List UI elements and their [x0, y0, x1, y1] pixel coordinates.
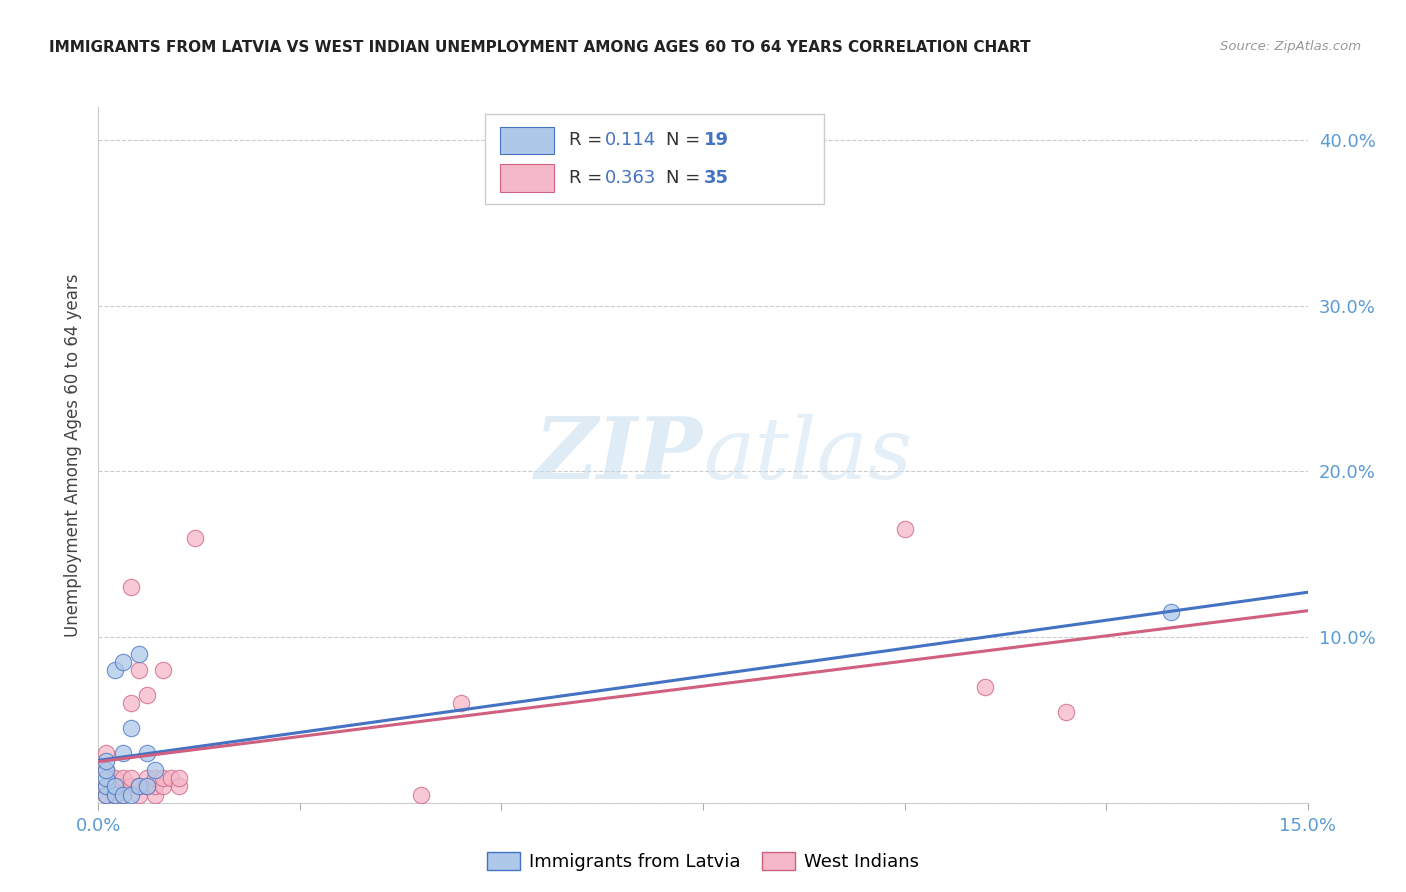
Point	[120, 721, 142, 735]
Text: 35: 35	[704, 169, 730, 187]
Point	[184, 531, 207, 545]
Point	[167, 779, 190, 793]
Point	[135, 688, 157, 702]
Point	[135, 779, 157, 793]
Text: 0.363: 0.363	[605, 169, 657, 187]
Point	[152, 779, 174, 793]
Point	[96, 763, 118, 777]
Point	[120, 788, 142, 802]
Y-axis label: Unemployment Among Ages 60 to 64 years: Unemployment Among Ages 60 to 64 years	[63, 273, 82, 637]
Point	[135, 771, 157, 785]
Text: N =: N =	[665, 169, 706, 187]
Point	[111, 788, 134, 802]
Point	[103, 788, 125, 802]
Point	[128, 788, 150, 802]
Point	[143, 771, 166, 785]
Point	[103, 779, 125, 793]
Point	[120, 581, 142, 595]
Point	[120, 771, 142, 785]
Point	[160, 771, 183, 785]
Point	[96, 779, 118, 793]
FancyBboxPatch shape	[501, 164, 554, 192]
Point	[128, 779, 150, 793]
Point	[111, 655, 134, 669]
Text: 19: 19	[704, 131, 730, 150]
Legend: Immigrants from Latvia, West Indians: Immigrants from Latvia, West Indians	[481, 845, 925, 879]
Point	[96, 788, 118, 802]
Point	[1054, 705, 1077, 719]
Point	[135, 779, 157, 793]
Point	[135, 746, 157, 760]
Point	[96, 779, 118, 793]
Point	[167, 771, 190, 785]
Point	[120, 779, 142, 793]
Point	[128, 663, 150, 677]
FancyBboxPatch shape	[501, 127, 554, 154]
Point	[893, 523, 915, 537]
Point	[152, 771, 174, 785]
Point	[120, 697, 142, 711]
Text: R =: R =	[569, 169, 607, 187]
Point	[143, 763, 166, 777]
FancyBboxPatch shape	[485, 114, 824, 204]
Text: N =: N =	[665, 131, 706, 150]
Point	[103, 779, 125, 793]
Point	[96, 755, 118, 769]
Point	[974, 680, 997, 694]
Text: atlas: atlas	[703, 414, 912, 496]
Point	[143, 779, 166, 793]
Point	[96, 771, 118, 785]
Point	[103, 663, 125, 677]
Point	[143, 788, 166, 802]
Text: IMMIGRANTS FROM LATVIA VS WEST INDIAN UNEMPLOYMENT AMONG AGES 60 TO 64 YEARS COR: IMMIGRANTS FROM LATVIA VS WEST INDIAN UN…	[49, 40, 1031, 55]
Point	[111, 788, 134, 802]
Point	[450, 697, 472, 711]
Point	[128, 647, 150, 661]
Text: R =: R =	[569, 131, 607, 150]
Point	[1160, 605, 1182, 619]
Text: 0.114: 0.114	[605, 131, 657, 150]
Point	[103, 788, 125, 802]
Point	[103, 771, 125, 785]
Point	[96, 788, 118, 802]
Point	[96, 763, 118, 777]
Point	[96, 746, 118, 760]
Point	[111, 746, 134, 760]
Point	[111, 771, 134, 785]
Point	[152, 663, 174, 677]
Point	[111, 779, 134, 793]
Text: Source: ZipAtlas.com: Source: ZipAtlas.com	[1220, 40, 1361, 54]
Point	[128, 779, 150, 793]
Text: ZIP: ZIP	[536, 413, 703, 497]
Point	[409, 788, 432, 802]
